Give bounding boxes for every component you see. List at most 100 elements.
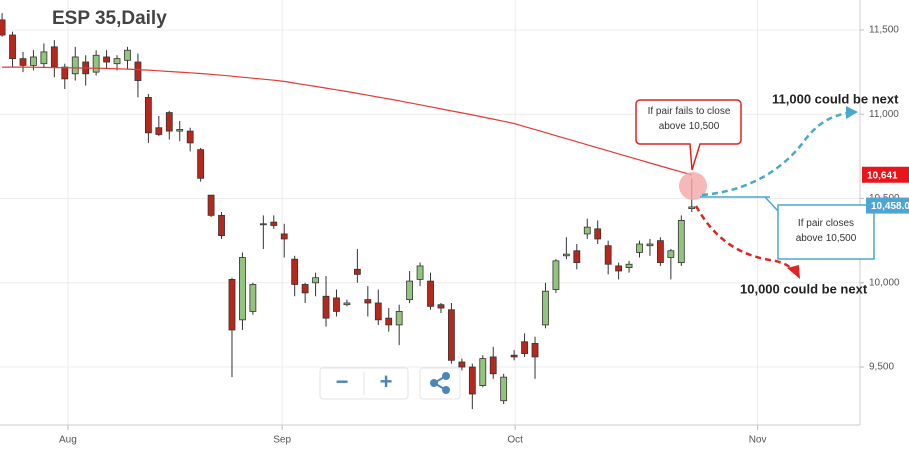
candle-body (500, 376, 508, 402)
annotations: If pair fails to close above 10,500 If p… (635, 91, 899, 296)
y-tick-label: 10,000 (869, 277, 900, 288)
y-tick-label: 11,500 (869, 25, 899, 36)
candle-body (50, 46, 58, 68)
candle-body (144, 97, 152, 134)
callout-box (777, 204, 875, 260)
candle-body (333, 297, 340, 312)
candle-body (374, 302, 382, 321)
price-tag (866, 197, 909, 214)
y-tick-label: 11,000 (869, 109, 899, 120)
candle-body (479, 358, 487, 386)
candle-body (552, 260, 560, 290)
down-arrow-head (787, 265, 800, 279)
fail-note: If pair fails to close above 10,500 (647, 106, 731, 132)
candle-body (427, 280, 434, 307)
candle-body (688, 206, 696, 210)
candle-body (615, 265, 623, 272)
candle-body (71, 56, 79, 75)
up-arrow (701, 110, 853, 197)
candle-body (489, 356, 497, 375)
candle-body (92, 54, 100, 73)
candle-body (594, 228, 602, 240)
candle-body (448, 309, 455, 361)
callout-text: If pair closes above 10,500 (795, 218, 857, 244)
candle-body (542, 290, 549, 326)
price-tag-label: 10,641 (867, 170, 898, 181)
candle-body (677, 220, 685, 263)
candle-body (291, 258, 299, 285)
share-icon (430, 372, 450, 394)
candle-body (364, 299, 372, 304)
callout-text: If pair fails to close above 10,500 (647, 106, 731, 132)
candle-body (437, 304, 445, 309)
candle-body (322, 295, 330, 319)
candle-body (573, 250, 581, 263)
price-tag-label: 10,458.0 (871, 201, 909, 212)
candle-body (103, 56, 110, 63)
chart-title: ESP 35,Daily (52, 8, 167, 29)
candle-body (155, 127, 163, 135)
candle-body (521, 341, 528, 354)
candle-body (197, 149, 205, 179)
candle-body (343, 302, 351, 306)
candle-body (124, 49, 131, 61)
candle-body (458, 361, 466, 368)
callout-box (635, 99, 742, 171)
candle-body (562, 253, 570, 257)
controls: − + (319, 367, 461, 400)
candle-body (531, 343, 539, 358)
candle-body (176, 129, 184, 132)
candle-body (239, 257, 246, 321)
candle-body (9, 34, 16, 60)
candle-body (207, 194, 215, 216)
y-tick-label: 9,500 (869, 362, 894, 373)
up-arrow-head (846, 106, 858, 119)
candle-body (259, 223, 267, 226)
down-arrow (694, 205, 796, 273)
candle-body (165, 112, 173, 132)
candle-body (40, 51, 48, 65)
moving-average (2, 66, 692, 176)
candle-body (0, 19, 6, 36)
zoom-out-button[interactable]: − (336, 369, 349, 394)
candle-body (270, 221, 278, 226)
candle-body (134, 61, 142, 81)
candle-body (395, 311, 403, 326)
candle-body (113, 58, 121, 65)
candle-body (312, 277, 319, 284)
candle-body (406, 280, 414, 301)
price-tag (862, 166, 909, 183)
close-note: If pair closes above 10,500 (795, 218, 857, 244)
candle-body (646, 243, 654, 247)
zoom-in-button[interactable]: + (380, 369, 393, 394)
candle-body (657, 240, 664, 263)
down-target: 10,000 could be next (740, 281, 868, 296)
candle-body (19, 58, 27, 66)
candle-body (228, 279, 236, 331)
candle-body (353, 268, 361, 275)
x-tick-label: Aug (59, 435, 77, 446)
candle-body (385, 317, 393, 326)
share-button[interactable] (419, 367, 461, 400)
candle-body (667, 250, 675, 258)
x-tick-label: Nov (749, 435, 767, 446)
candle-body (280, 233, 288, 240)
highlight-circle (679, 172, 707, 200)
up-target: 11,000 could be next (772, 91, 899, 106)
candle-body (249, 284, 257, 312)
candle-body (583, 226, 591, 235)
candle-body (218, 214, 225, 236)
candle-body (625, 263, 633, 269)
candle-body (468, 366, 476, 395)
candle-body (186, 130, 194, 144)
x-tick-label: Oct (507, 435, 523, 446)
candle-body (510, 354, 518, 358)
candle-body (416, 265, 424, 280)
plot (0, 13, 696, 410)
candle-body (301, 284, 309, 294)
candle-body (61, 66, 69, 80)
candle-body (636, 243, 643, 253)
candle-body (604, 245, 612, 265)
candle-body (30, 56, 37, 66)
